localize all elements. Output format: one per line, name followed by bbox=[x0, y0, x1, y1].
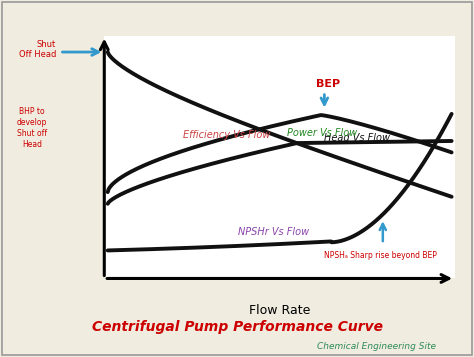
Text: NPSHr Vs Flow: NPSHr Vs Flow bbox=[238, 227, 310, 237]
Text: Efficiency Vs Flow: Efficiency Vs Flow bbox=[183, 130, 271, 140]
Text: BEP: BEP bbox=[316, 79, 340, 89]
Text: Shut
Off Head: Shut Off Head bbox=[19, 40, 56, 59]
Text: Power Vs Flow: Power Vs Flow bbox=[287, 128, 357, 138]
Text: Centrifugal Pump Performance Curve: Centrifugal Pump Performance Curve bbox=[91, 320, 383, 334]
Text: BHP to
develop
Shut off
Head: BHP to develop Shut off Head bbox=[17, 107, 47, 149]
Text: Chemical Engineering Site: Chemical Engineering Site bbox=[317, 342, 436, 351]
Text: Head Vs Flow: Head Vs Flow bbox=[324, 132, 391, 142]
Text: Flow Rate: Flow Rate bbox=[249, 303, 310, 317]
Text: NPSHₐ Sharp rise beyond BEP: NPSHₐ Sharp rise beyond BEP bbox=[324, 251, 437, 260]
